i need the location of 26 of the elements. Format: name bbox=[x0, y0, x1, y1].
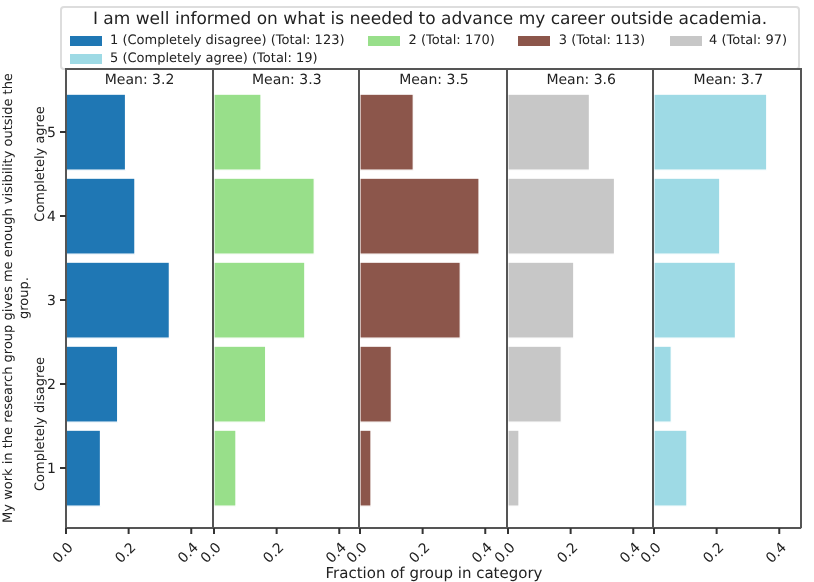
bar bbox=[66, 177, 136, 255]
bar bbox=[66, 345, 119, 423]
bar bbox=[66, 261, 170, 339]
bar bbox=[360, 261, 462, 339]
bar bbox=[213, 93, 261, 171]
bar bbox=[654, 261, 737, 339]
bar bbox=[360, 429, 372, 507]
bar bbox=[654, 345, 673, 423]
bar bbox=[507, 177, 615, 255]
bar bbox=[654, 177, 722, 255]
bar bbox=[507, 93, 590, 171]
bar bbox=[360, 93, 415, 171]
bar bbox=[213, 429, 236, 507]
bar bbox=[213, 177, 314, 255]
legend-title: I am well informed on what is needed to advance my career outside academia. bbox=[90, 10, 770, 30]
bar bbox=[507, 261, 574, 339]
bar bbox=[654, 93, 769, 171]
bar bbox=[66, 93, 127, 171]
bar bbox=[507, 429, 520, 507]
bar bbox=[360, 345, 393, 423]
bar bbox=[66, 429, 102, 507]
bar bbox=[360, 177, 480, 255]
bar bbox=[654, 429, 689, 507]
bar bbox=[213, 261, 305, 339]
bar bbox=[507, 345, 562, 423]
bar bbox=[213, 345, 266, 423]
